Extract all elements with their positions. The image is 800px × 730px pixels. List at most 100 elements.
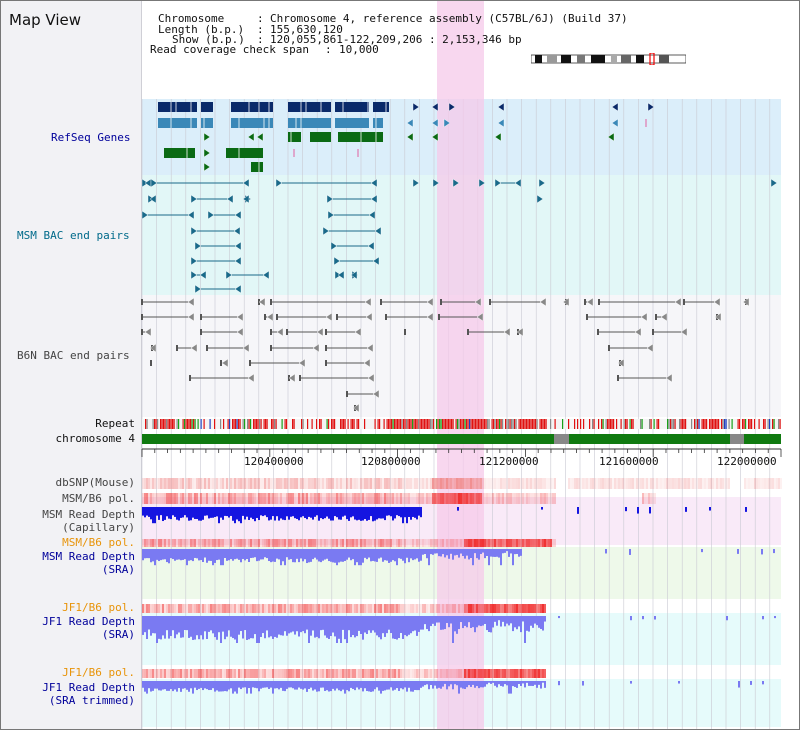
- jf1-pol2-cell: [326, 669, 328, 678]
- msm-depth-sra-bar: [496, 549, 498, 557]
- repeat-element: [623, 419, 625, 429]
- repeat-element: [332, 419, 334, 429]
- msm-pol2-cell: [396, 539, 398, 547]
- msm-pol2-cell: [162, 539, 164, 547]
- msm-depth-cap-bar: [370, 507, 372, 517]
- dbsnp-cell: [256, 478, 258, 489]
- repeat-element: [743, 419, 745, 429]
- jf1-pol2-cell: [406, 669, 408, 678]
- dbsnp-cell: [152, 478, 154, 489]
- repeat-element: [146, 419, 148, 429]
- msm-depth-sra-bar: [222, 549, 224, 566]
- msm-pol-cell: [404, 493, 406, 504]
- jf1-depth-trim-bar: [254, 681, 256, 688]
- jf1-depth-trim-bar: [484, 681, 486, 687]
- msm-pol-cell: [428, 493, 430, 504]
- repeat-element: [352, 419, 354, 429]
- jf1-pol2-cell: [158, 669, 160, 678]
- msm-pol-cell: [456, 493, 458, 504]
- msm-depth-cap-bar: [180, 507, 182, 518]
- msm-depth-cap-bar: [300, 507, 302, 518]
- chromosome-value: Chromosome 4, reference assembly (C57BL/…: [270, 12, 628, 25]
- jf1-depth-sra-bar: [158, 616, 160, 639]
- jf1-depth-sra-bar: [260, 616, 262, 637]
- gene-strand-arrow: [203, 162, 211, 172]
- jf1-depth-trim-bar: [370, 681, 372, 692]
- dbsnp-cell: [244, 478, 246, 489]
- msm-pol-cell: [360, 493, 362, 504]
- jf1-depth-sra-bar: [314, 616, 316, 638]
- repeat-element: [244, 419, 246, 429]
- msm-depth-sra-bar: [428, 549, 430, 566]
- repeat-element: [173, 419, 175, 429]
- dbsnp-cell: [746, 478, 748, 489]
- jf1-pol2-cell: [262, 669, 264, 678]
- jf1-depth-sra-bar: [326, 616, 328, 638]
- dbsnp-cell: [196, 478, 198, 489]
- msm-pol2-cell: [408, 539, 410, 547]
- msm-pol2-cell: [498, 539, 500, 547]
- jf1-depth-trim-bar: [396, 681, 398, 689]
- bac-end-mark: [683, 299, 685, 305]
- msm-pol-cell: [356, 493, 358, 504]
- repeat-element: [592, 419, 594, 429]
- dbsnp-cell: [388, 478, 390, 489]
- jf1-pol2-cell: [334, 669, 336, 678]
- msm-depth-sra-bar: [306, 549, 308, 564]
- msm-depth-cap-bar: [362, 507, 364, 521]
- msm-depth-cap-bar: [158, 507, 160, 520]
- dbsnp-cell: [254, 478, 256, 489]
- msm-pol2-cell: [296, 539, 298, 547]
- jf1-pol2-cell: [458, 669, 460, 678]
- bac-end-arrow: [190, 194, 198, 204]
- msm-depth-cap-bar: [166, 507, 168, 517]
- jf1-depth-trim-bar: [304, 681, 306, 689]
- dbsnp-cell: [386, 478, 388, 489]
- msm-depth-cap-bar: [328, 507, 330, 519]
- msm-pol-cell: [266, 493, 268, 504]
- jf1-depth-trim-bar: [466, 681, 468, 688]
- repeat-element: [172, 419, 174, 429]
- jf1-pol2-cell: [510, 669, 512, 678]
- repeat-element: [446, 419, 448, 429]
- msm-pol2-cell: [328, 539, 330, 547]
- jf1-pol-cell: [364, 604, 366, 613]
- jf1-pol-cell: [296, 604, 298, 613]
- bac-end-mark: [655, 314, 657, 320]
- jf1-depth-sra-bar: [210, 616, 212, 631]
- jf1-depth-sra-bar: [222, 616, 224, 632]
- msm-pol-cell: [358, 493, 360, 504]
- bac-end-mark: [150, 360, 152, 366]
- jf1-pol-cell: [502, 604, 504, 613]
- dbsnp-cell: [316, 478, 318, 489]
- msm-pol2-cell: [308, 539, 310, 547]
- dbsnp-cell: [194, 478, 196, 489]
- jf1-depth-sra-bar: [304, 616, 306, 634]
- msm-pol2-cell: [344, 539, 346, 547]
- jf1-depth-sra-bar: [208, 616, 210, 632]
- msm-depth-cap-bar: [344, 507, 346, 516]
- chromosome-ideogram[interactable]: [531, 53, 686, 65]
- bac-end-arrow: [226, 194, 234, 204]
- jf1-pol2-cell: [336, 669, 338, 678]
- msm-depth-cap-bar: [304, 507, 306, 518]
- msm-pol2-cell: [202, 539, 204, 547]
- gene-exon-block: [164, 148, 195, 158]
- jf1-pol2-cell: [284, 669, 286, 678]
- jf1-depth-sra-bar: [374, 616, 376, 633]
- jf1-depth-sra-bar: [488, 616, 490, 632]
- msm-pol-cell: [436, 493, 438, 504]
- bac-end-arrow: [194, 284, 202, 294]
- repeat-element: [415, 419, 417, 429]
- repeat-track: [142, 419, 781, 429]
- dbsnp-cell: [484, 478, 486, 489]
- jf1-depth-sra-bar: [258, 616, 260, 643]
- msm-pol2-cell: [232, 539, 234, 547]
- jf1-pol-cell: [280, 604, 282, 613]
- msm-depth-cap-bar: [228, 507, 230, 518]
- dbsnp-cell: [308, 478, 310, 489]
- msm-pol-cell: [462, 493, 464, 504]
- dbsnp-cell: [634, 478, 636, 489]
- msm-depth-sra-bar: [298, 549, 300, 563]
